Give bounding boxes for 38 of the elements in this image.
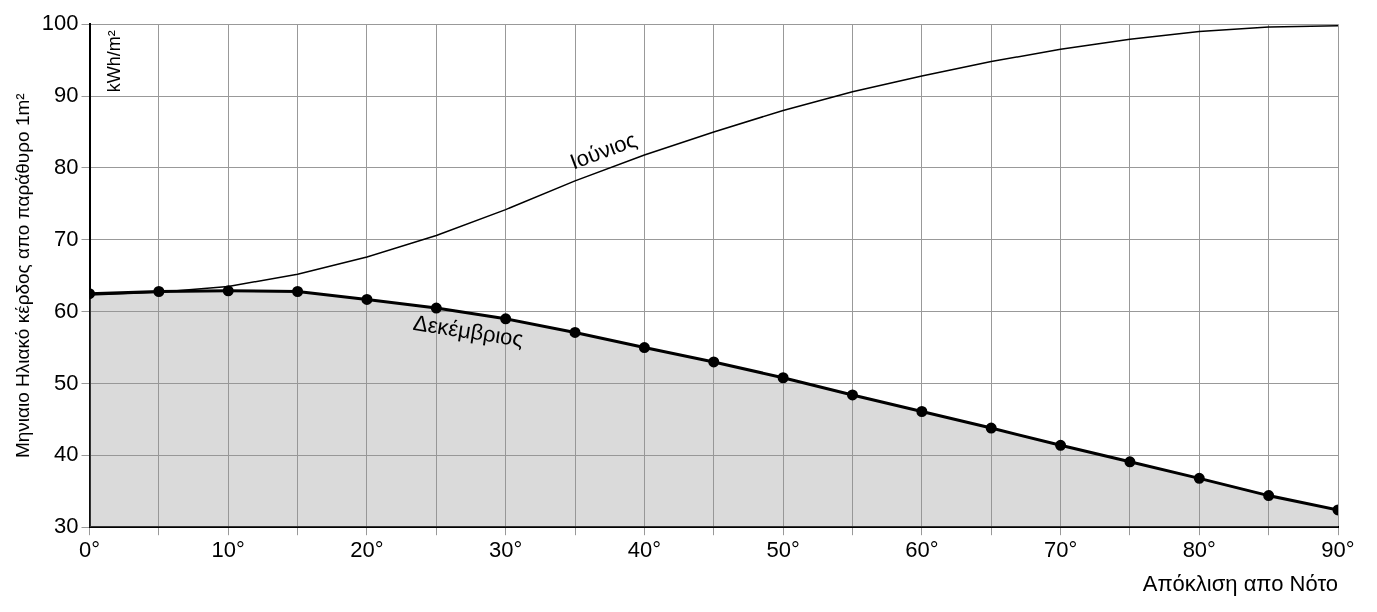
y-tick-label: 100 (41, 10, 79, 36)
point (361, 293, 373, 305)
text: Ιούνιος (566, 126, 640, 175)
series-label: Δεκέμβριος (411, 309, 525, 352)
y-tick-label: 30 (54, 513, 79, 539)
x-tick-label: 30° (489, 537, 523, 563)
point (430, 302, 442, 314)
y-tick-label: 70 (54, 225, 79, 251)
point (985, 422, 997, 434)
x-tick-label: 50° (766, 537, 800, 563)
x-tick-label: 0° (78, 537, 101, 563)
x-tick-label: 20° (350, 537, 384, 563)
annotation: kWh/m² (104, 30, 125, 93)
point (1124, 456, 1136, 468)
point (846, 389, 858, 401)
x-tick-label: 40° (627, 537, 662, 563)
y-axis-title: Μηνιαιο Ηλιακό κέρδος απο παράθυρο 1m² (11, 93, 33, 459)
y-tick-label: 60 (54, 297, 79, 323)
y-tick-label: 50 (54, 369, 79, 395)
point (638, 342, 650, 354)
y-tick-label: 80 (54, 153, 79, 179)
point (569, 326, 581, 338)
point (708, 356, 720, 368)
x-tick-label: 60° (905, 537, 939, 563)
x-tick-label: 90° (1321, 537, 1355, 563)
point (777, 372, 789, 384)
x-tick-label: 10° (211, 537, 245, 563)
x-axis-title: Απόκλιση απο Νότο (1142, 570, 1338, 596)
point (222, 285, 234, 297)
y-tick-label: 40 (54, 441, 79, 467)
x-tick-label: 80° (1182, 537, 1216, 563)
point (1193, 472, 1205, 484)
x-tick-label: 70° (1043, 537, 1078, 563)
y-tick-label: 90 (54, 82, 79, 108)
point (916, 406, 928, 418)
point (1055, 439, 1067, 451)
point (292, 286, 304, 298)
point (1263, 490, 1275, 502)
